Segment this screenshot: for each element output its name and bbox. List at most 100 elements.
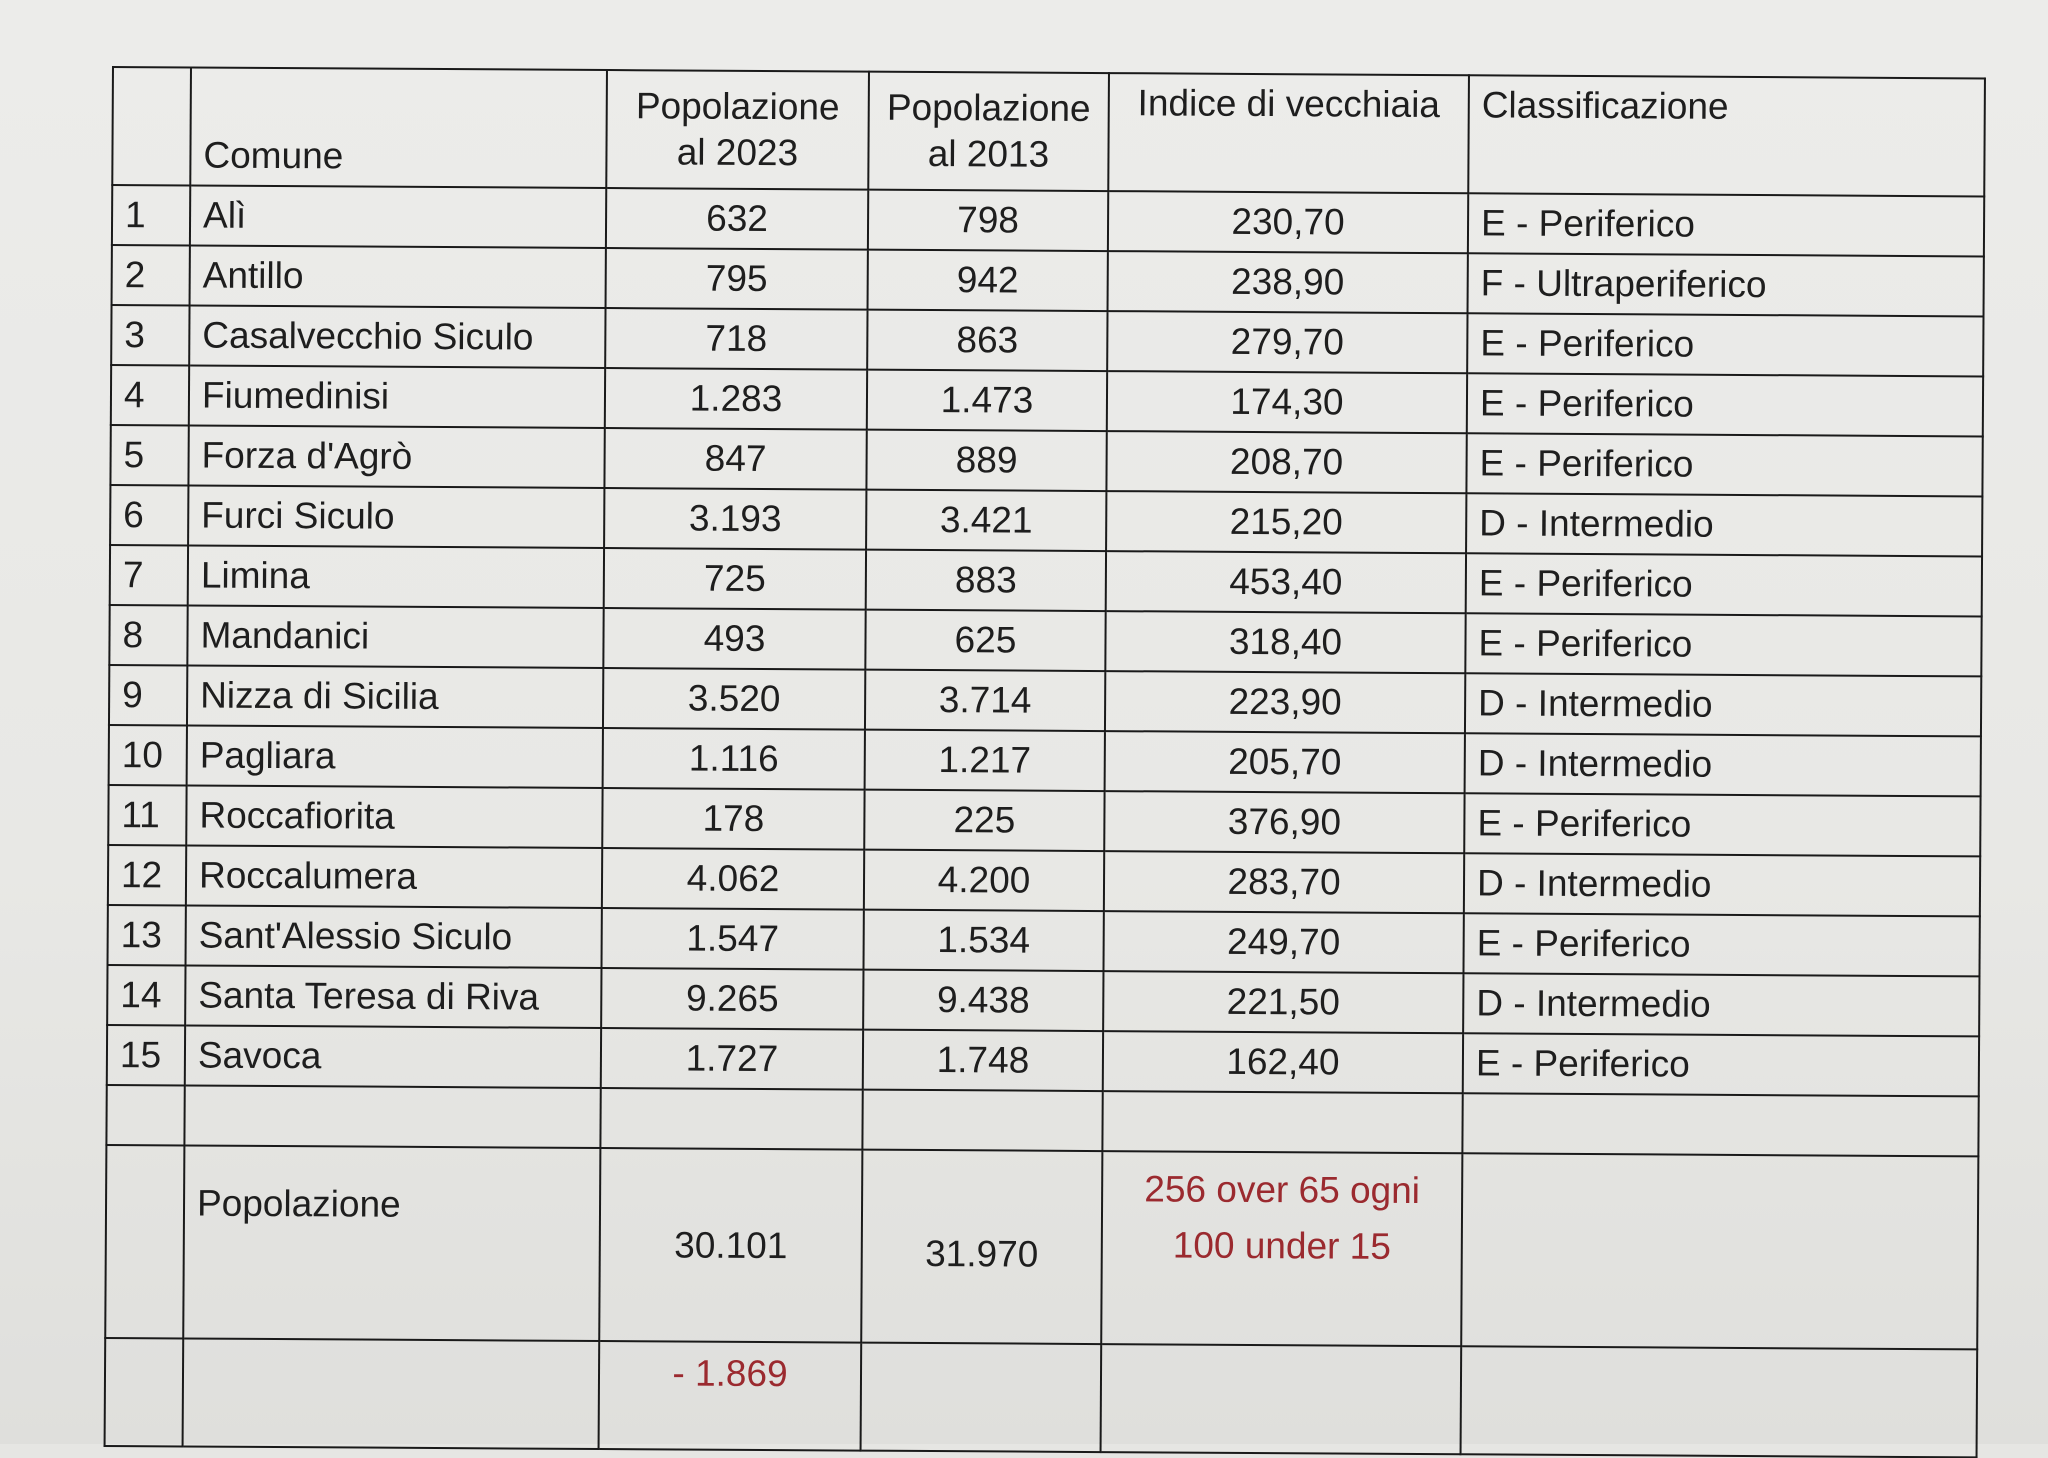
comune-name-cell: Santa Teresa di Riva bbox=[185, 965, 602, 1029]
indice-note-line1: 256 over 65 ogni bbox=[1144, 1168, 1421, 1212]
pop-2023-cell: 4.062 bbox=[601, 848, 865, 910]
comune-name-cell: Fiumedinisi bbox=[188, 365, 606, 429]
classificazione-cell: E - Periferico bbox=[1465, 553, 1983, 617]
empty-cell bbox=[105, 1144, 185, 1339]
table-row: 11 Roccafiorita 178 225 376,90 E - Periferico bbox=[108, 784, 1981, 857]
table-row: 7 Limina 725 883 453,40 E - Periferico bbox=[109, 544, 1983, 617]
empty-cell bbox=[862, 1089, 1103, 1152]
empty-cell bbox=[1460, 1346, 1978, 1458]
totals-label: Popolazione bbox=[183, 1145, 601, 1341]
row-index-cell: 11 bbox=[108, 784, 187, 846]
classificazione-cell: D - Intermedio bbox=[1463, 853, 1981, 917]
totals-pop-2023: 30.101 bbox=[599, 1148, 863, 1343]
pop-2023-cell: 795 bbox=[605, 248, 868, 310]
comune-name-cell: Savoca bbox=[184, 1025, 602, 1089]
pop-2013-cell: 798 bbox=[867, 189, 1109, 252]
header-row: Comune Popolazione al 2023 Popolazione a… bbox=[112, 67, 1985, 197]
header-pop-2023: Popolazione al 2023 bbox=[606, 70, 869, 190]
row-index-cell: 12 bbox=[107, 844, 187, 906]
indice-vecchiaia-cell: 215,20 bbox=[1106, 491, 1467, 554]
indice-vecchiaia-cell: 283,70 bbox=[1103, 851, 1465, 914]
classificazione-cell: D - Intermedio bbox=[1463, 973, 1980, 1037]
population-difference: - 1.869 bbox=[598, 1341, 862, 1451]
pop-2013-cell: 942 bbox=[867, 249, 1108, 312]
row-index-cell: 14 bbox=[107, 964, 186, 1026]
classificazione-cell: D - Intermedio bbox=[1464, 733, 1981, 797]
table-row: 10 Pagliara 1.116 1.217 205,70 D - Intermedio bbox=[108, 724, 1981, 797]
comune-name-cell: Pagliara bbox=[186, 725, 603, 789]
indice-note-line2: 100 under 15 bbox=[1172, 1224, 1391, 1267]
empty-cell bbox=[600, 1088, 863, 1150]
totals-pop-2013: 31.970 bbox=[861, 1149, 1103, 1345]
row-index-cell: 9 bbox=[108, 664, 188, 726]
pop-2013-cell: 9.438 bbox=[863, 969, 1104, 1032]
empty-cell bbox=[1100, 1344, 1462, 1455]
comune-name-cell: Alì bbox=[189, 185, 607, 249]
row-index-cell: 1 bbox=[111, 185, 191, 246]
pop-2023-cell: 847 bbox=[604, 428, 867, 490]
indice-vecchiaia-cell: 279,70 bbox=[1107, 311, 1468, 374]
comune-name-cell: Roccafiorita bbox=[186, 785, 603, 849]
empty-cell bbox=[860, 1342, 1102, 1453]
comune-name-cell: Nizza di Sicilia bbox=[186, 665, 604, 729]
table-row: 14 Santa Teresa di Riva 9.265 9.438 221,50 D … bbox=[107, 964, 1980, 1037]
classificazione-cell: E - Periferico bbox=[1467, 313, 1984, 377]
indice-vecchiaia-cell: 208,70 bbox=[1106, 431, 1467, 494]
pop-2023-cell: 725 bbox=[603, 548, 867, 610]
indice-vecchiaia-cell: 162,40 bbox=[1102, 1031, 1464, 1094]
row-index-cell: 3 bbox=[111, 305, 190, 366]
empty-cell bbox=[182, 1338, 600, 1449]
pop-2013-cell: 1.473 bbox=[866, 369, 1108, 432]
pop-2013-cell: 225 bbox=[864, 789, 1105, 852]
empty-cell bbox=[104, 1337, 184, 1447]
pop-2023-cell: 1.727 bbox=[600, 1028, 864, 1090]
empty-cell bbox=[1102, 1091, 1463, 1154]
table-row: 12 Roccalumera 4.062 4.200 283,70 D - Interme… bbox=[107, 844, 1981, 917]
pop-2013-cell: 3.714 bbox=[864, 669, 1106, 732]
indice-vecchiaia-cell: 205,70 bbox=[1104, 731, 1465, 794]
row-index-cell: 5 bbox=[110, 424, 189, 486]
table-row: 6 Furci Siculo 3.193 3.421 215,20 D - Interme… bbox=[110, 484, 1983, 557]
row-index-cell: 13 bbox=[107, 904, 186, 966]
classificazione-cell: E - Periferico bbox=[1466, 373, 1984, 437]
pop-2023-cell: 1.283 bbox=[604, 368, 868, 430]
header-classificazione: Classificazione bbox=[1468, 75, 1985, 197]
empty-cell bbox=[1461, 1153, 1979, 1350]
totals-row: Popolazione 30.101 31.970 256 over 65 og… bbox=[105, 1144, 1979, 1350]
comune-name-cell: Furci Siculo bbox=[188, 485, 605, 549]
header-index bbox=[112, 67, 191, 186]
header-pop-2023-line2: al 2023 bbox=[676, 131, 799, 174]
table-row: 9 Nizza di Sicilia 3.520 3.714 223,90 D - Int… bbox=[108, 664, 1982, 737]
pop-2013-cell: 1.534 bbox=[863, 909, 1104, 972]
header-pop-2023-line1: Popolazione bbox=[635, 85, 840, 128]
classificazione-cell: E - Periferico bbox=[1467, 193, 1985, 257]
header-pop-2013: Popolazione al 2013 bbox=[868, 71, 1109, 192]
pop-2023-cell: 718 bbox=[605, 308, 868, 370]
pop-2023-cell: 1.116 bbox=[602, 728, 865, 790]
empty-cell bbox=[1462, 1093, 1979, 1157]
difference-row: - 1.869 bbox=[104, 1337, 1978, 1458]
row-index-cell: 7 bbox=[109, 544, 189, 606]
indice-vecchiaia-cell: 318,40 bbox=[1105, 611, 1466, 674]
pop-2013-cell: 1.748 bbox=[862, 1029, 1104, 1092]
comune-name-cell: Sant'Alessio Siculo bbox=[185, 905, 602, 969]
pop-2013-cell: 883 bbox=[865, 549, 1107, 612]
pop-2023-cell: 3.193 bbox=[604, 488, 867, 550]
pop-2013-cell: 889 bbox=[866, 429, 1107, 492]
pop-2023-cell: 1.547 bbox=[601, 908, 864, 970]
row-index-cell: 2 bbox=[111, 245, 190, 306]
empty-cell bbox=[184, 1085, 601, 1149]
header-comune: Comune bbox=[190, 67, 607, 189]
comune-name-cell: Roccalumera bbox=[185, 845, 603, 909]
classificazione-cell: E - Periferico bbox=[1463, 913, 1980, 977]
comuni-table: Comune Popolazione al 2023 Popolazione a… bbox=[104, 66, 1986, 1458]
header-pop-2013-line1: Popolazione bbox=[886, 86, 1091, 129]
row-index-cell: 4 bbox=[110, 365, 190, 426]
classificazione-cell: E - Periferico bbox=[1464, 793, 1981, 857]
header-pop-2013-line2: al 2013 bbox=[927, 132, 1050, 175]
row-index-cell: 6 bbox=[110, 484, 189, 546]
indice-vecchiaia-cell: 174,30 bbox=[1106, 371, 1468, 434]
table-row: 13 Sant'Alessio Siculo 1.547 1.534 249,70 E -… bbox=[107, 904, 1980, 977]
row-index-cell: 10 bbox=[108, 724, 187, 786]
